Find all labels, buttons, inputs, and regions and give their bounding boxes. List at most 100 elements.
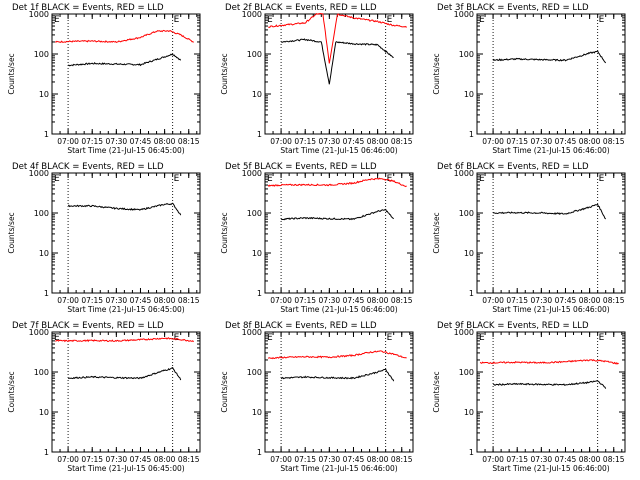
events-series-line [67,53,182,67]
x-tick-label: 08:00 [367,137,389,146]
lld-series-line [267,177,407,188]
x-tick-label: 08:00 [367,455,389,464]
y-tick-label: 1 [257,289,262,298]
x-tick-label: 08:15 [603,455,625,464]
x-tick-label: 07:00 [482,455,504,464]
plot-frame [264,13,414,135]
e-marker-right: E [387,333,393,343]
y-axis-label: Counts/sec [220,371,229,412]
x-tick-label: 07:45 [130,455,152,464]
events-series-line [67,366,182,381]
e-marker-right: E [599,15,605,25]
y-tick-label: 10 [252,249,262,258]
y-tick-label: 1 [257,448,262,457]
x-axis-label: Start Time (21-Jul-15 06:45:00) [67,464,184,473]
x-tick-label: 08:15 [603,296,625,305]
x-tick-label: 08:15 [178,296,200,305]
y-tick-label: 1000 [242,328,262,337]
x-tick-label: 07:45 [130,296,152,305]
y-tick-label: 1 [44,130,49,139]
y-tick-label: 1 [469,289,474,298]
e-marker-right: E [599,174,605,184]
chart-panel: Det 2f BLACK = Events, RED = LLD 1 10 100 10… [220,3,414,155]
lld-series-line [267,350,407,360]
x-axis-label: Start Time (21-Jul-15 06:46:00) [280,464,397,473]
x-tick-label: 07:30 [319,455,341,464]
x-tick-label: 07:45 [343,455,365,464]
x-axis-label: Start Time (21-Jul-15 06:45:00) [67,146,184,155]
chart-panel: Det 5f BLACK = Events, RED = LLD 1 10 100 10… [220,162,414,314]
x-tick-label: 08:15 [391,455,413,464]
plot-frame [264,172,414,294]
x-tick-label: 08:00 [367,296,389,305]
y-tick-label: 10 [39,249,49,258]
y-tick-label: 100 [247,368,262,377]
e-marker-right: E [174,174,180,184]
plot-frame [264,331,414,453]
chart-panel: Det 8f BLACK = Events, RED = LLD 1 10 100 10… [220,321,414,473]
chart-panel: Det 1f BLACK = Events, RED = LLD 1 10 100 10… [7,3,201,155]
e-marker-left: E [54,15,60,25]
x-tick-label: 08:00 [154,455,176,464]
x-tick-label: 08:15 [391,296,413,305]
x-tick-label: 07:15 [294,455,316,464]
y-tick-label: 100 [459,50,474,59]
x-tick-label: 07:00 [270,455,292,464]
y-tick-label: 10 [39,408,49,417]
x-tick-label: 07:30 [106,455,128,464]
y-tick-label: 100 [459,209,474,218]
y-tick-label: 100 [459,368,474,377]
y-tick-label: 1000 [454,10,474,19]
y-tick-label: 10 [464,408,474,417]
chart-panel: Det 7f BLACK = Events, RED = LLD 1 10 100 10… [7,321,201,473]
x-tick-label: 07:30 [531,455,553,464]
x-tick-label: 07:30 [106,137,128,146]
y-tick-label: 1000 [29,328,49,337]
y-tick-label: 100 [34,50,49,59]
x-tick-label: 08:00 [579,455,601,464]
y-tick-label: 10 [464,249,474,258]
x-tick-label: 07:30 [319,137,341,146]
x-tick-label: 07:45 [343,296,365,305]
events-series-line [280,368,395,382]
plot-frame [51,13,201,135]
y-axis-label: Counts/sec [432,53,441,94]
e-marker-right: E [599,333,605,343]
x-tick-label: 07:15 [81,296,103,305]
chart-title: Det 8f BLACK = Events, RED = LLD [225,321,377,331]
e-marker-left: E [267,174,273,184]
y-tick-label: 1000 [454,169,474,178]
x-tick-label: 07:15 [294,296,316,305]
chart-panel: Det 3f BLACK = Events, RED = LLD 1 10 100 10… [432,3,626,155]
y-tick-label: 10 [252,90,262,99]
lld-series-line [479,359,619,365]
x-tick-label: 07:45 [555,137,577,146]
x-tick-label: 08:00 [579,137,601,146]
y-axis-label: Counts/sec [432,371,441,412]
events-series-line [492,203,607,220]
x-tick-label: 07:00 [57,137,79,146]
events-series-line [492,50,607,64]
y-tick-label: 100 [34,209,49,218]
y-tick-label: 100 [247,209,262,218]
x-tick-label: 08:15 [178,455,200,464]
x-axis-label: Start Time (21-Jul-15 06:46:00) [280,305,397,314]
x-tick-label: 07:00 [57,455,79,464]
plot-frame [51,331,201,453]
x-tick-label: 07:45 [130,137,152,146]
y-axis-label: Counts/sec [432,212,441,253]
x-tick-label: 07:30 [531,296,553,305]
chart-title: Det 7f BLACK = Events, RED = LLD [12,321,164,331]
x-tick-label: 07:15 [294,137,316,146]
y-tick-label: 1000 [242,169,262,178]
x-tick-label: 07:15 [81,455,103,464]
lld-series-line [55,337,194,343]
y-tick-label: 1000 [454,328,474,337]
y-tick-label: 1000 [29,10,49,19]
x-tick-label: 08:15 [391,137,413,146]
events-series-line [492,380,607,389]
e-marker-left: E [54,174,60,184]
x-axis-label: Start Time (21-Jul-15 06:46:00) [492,305,609,314]
x-tick-label: 07:15 [506,296,528,305]
y-tick-label: 1 [469,130,474,139]
